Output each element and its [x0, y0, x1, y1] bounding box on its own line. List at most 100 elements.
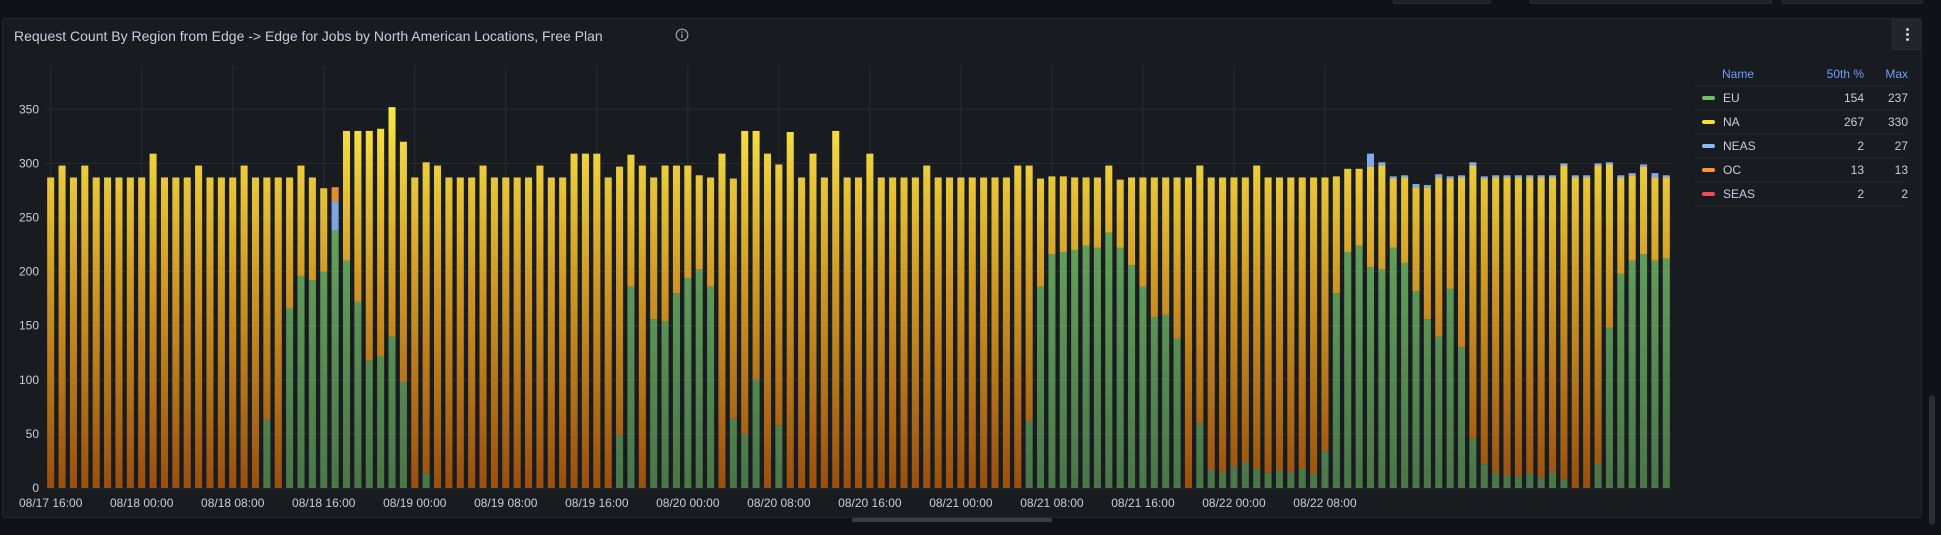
bar-na[interactable]: [1071, 177, 1079, 250]
bar-na[interactable]: [1287, 177, 1295, 472]
legend-header-max[interactable]: Max: [1885, 67, 1908, 81]
bar-na[interactable]: [1196, 165, 1204, 424]
bar-na[interactable]: [684, 165, 692, 279]
bar-neas[interactable]: [1378, 162, 1386, 166]
bar-eu[interactable]: [1037, 286, 1045, 488]
bar-na[interactable]: [1162, 177, 1170, 315]
bar-eu[interactable]: [1173, 338, 1181, 488]
bar-eu[interactable]: [1344, 252, 1352, 488]
bar-eu[interactable]: [684, 278, 692, 488]
bar-neas[interactable]: [1480, 176, 1488, 179]
bar-eu[interactable]: [1162, 314, 1170, 488]
bar-eu[interactable]: [1617, 273, 1625, 488]
bar-eu[interactable]: [1298, 468, 1306, 488]
bar-na[interactable]: [616, 166, 624, 435]
bar-na[interactable]: [1378, 165, 1386, 270]
bar-na[interactable]: [1105, 165, 1113, 233]
bar-na[interactable]: [1355, 168, 1363, 246]
bar-na[interactable]: [877, 177, 885, 488]
bar-eu[interactable]: [388, 336, 396, 488]
bar-na[interactable]: [729, 178, 737, 419]
bar-na[interactable]: [581, 153, 589, 488]
bar-neas[interactable]: [1651, 173, 1659, 178]
bar-eu[interactable]: [342, 260, 351, 488]
bar-na[interactable]: [138, 177, 146, 488]
bar-eu[interactable]: [1480, 464, 1488, 488]
bar-na[interactable]: [786, 132, 794, 488]
legend-row-seas[interactable]: SEAS 2 2: [1693, 181, 1908, 206]
bar-na[interactable]: [172, 177, 180, 488]
bar-na[interactable]: [286, 177, 294, 309]
legend-row-na[interactable]: NA 267 330: [1693, 109, 1908, 133]
bar-eu[interactable]: [1492, 472, 1500, 488]
bar-eu[interactable]: [1503, 475, 1511, 488]
bar-na[interactable]: [718, 153, 726, 488]
bar-na[interactable]: [661, 165, 669, 322]
bar-na[interactable]: [536, 165, 544, 489]
bar-eu[interactable]: [1116, 247, 1124, 488]
bar-eu[interactable]: [354, 301, 362, 488]
bar-na[interactable]: [1093, 177, 1101, 248]
bar-na[interactable]: [1457, 177, 1466, 348]
bar-na[interactable]: [1025, 165, 1033, 421]
bar-na[interactable]: [547, 177, 555, 488]
top-control-stub-3[interactable]: [1782, 0, 1923, 4]
bar-na[interactable]: [741, 130, 749, 434]
bar-eu[interactable]: [1389, 247, 1397, 488]
bar-eu[interactable]: [286, 308, 294, 488]
bar-na[interactable]: [1401, 177, 1409, 263]
bar-na[interactable]: [525, 177, 533, 488]
bar-eu[interactable]: [1150, 317, 1158, 488]
bar-na[interactable]: [672, 165, 680, 294]
bar-eu[interactable]: [1628, 260, 1636, 488]
bar-neas[interactable]: [1423, 185, 1431, 188]
bar-na[interactable]: [183, 177, 191, 488]
bar-na[interactable]: [354, 130, 362, 302]
bar-na[interactable]: [342, 130, 351, 261]
bar-na[interactable]: [456, 177, 464, 488]
bar-na[interactable]: [820, 177, 828, 488]
bar-na[interactable]: [1366, 166, 1375, 268]
bar-na[interactable]: [1651, 177, 1659, 261]
bar-na[interactable]: [832, 130, 840, 489]
bar-na[interactable]: [251, 177, 260, 488]
bar-neas[interactable]: [1537, 175, 1545, 178]
bar-neas[interactable]: [1389, 176, 1397, 179]
panel-menu-button[interactable]: [1892, 19, 1921, 50]
legend-header-p50[interactable]: 50th %: [1826, 67, 1864, 81]
bar-na[interactable]: [422, 162, 430, 473]
bar-na[interactable]: [593, 153, 601, 488]
bar-na[interactable]: [1514, 177, 1522, 477]
bar-neas[interactable]: [1549, 175, 1557, 178]
bar-na[interactable]: [149, 153, 157, 488]
bar-na[interactable]: [798, 177, 806, 488]
bar-na[interactable]: [775, 164, 783, 426]
bar-eu[interactable]: [1128, 265, 1136, 488]
bar-na[interactable]: [991, 177, 999, 488]
bar-na[interactable]: [1446, 178, 1454, 289]
bar-na[interactable]: [1184, 177, 1192, 488]
bar-na[interactable]: [104, 177, 112, 488]
bar-na[interactable]: [1435, 177, 1443, 337]
bar-na[interactable]: [513, 177, 521, 488]
bar-na[interactable]: [434, 165, 442, 489]
bar-na[interactable]: [195, 165, 203, 489]
bar-na[interactable]: [1537, 177, 1545, 478]
bar-na[interactable]: [206, 177, 214, 488]
bar-neas[interactable]: [1503, 175, 1511, 178]
bar-na[interactable]: [911, 177, 919, 488]
bar-eu[interactable]: [1241, 462, 1249, 488]
bar-eu[interactable]: [1207, 469, 1215, 488]
bar-eu[interactable]: [1105, 232, 1113, 488]
bar-oc[interactable]: [331, 187, 339, 202]
bar-na[interactable]: [502, 177, 510, 488]
bar-na[interactable]: [308, 177, 316, 281]
bar-na[interactable]: [559, 177, 567, 488]
bar-neas[interactable]: [1662, 175, 1670, 178]
bar-na[interactable]: [320, 188, 328, 272]
bar-eu[interactable]: [1366, 267, 1375, 488]
bar-eu[interactable]: [297, 275, 305, 488]
bar-na[interactable]: [1594, 165, 1602, 465]
bar-na[interactable]: [1423, 187, 1431, 320]
bar-eu[interactable]: [1287, 471, 1295, 488]
